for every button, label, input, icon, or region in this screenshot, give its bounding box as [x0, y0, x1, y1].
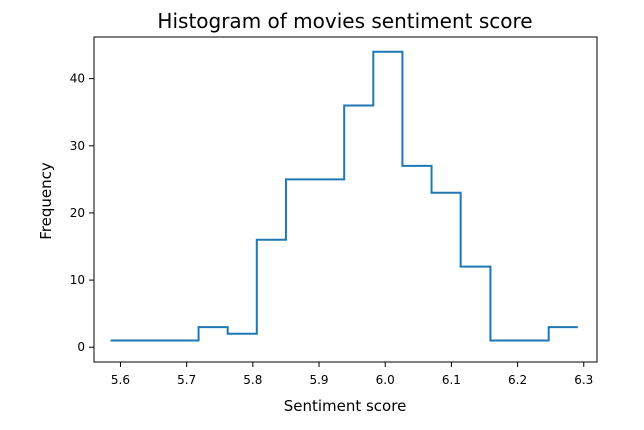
x-tick-label: 6.0	[376, 373, 395, 387]
y-tick-label: 10	[70, 273, 85, 287]
y-axis-label: Frequency	[37, 162, 55, 240]
x-tick-label: 5.7	[177, 373, 196, 387]
plot-area	[110, 50, 578, 342]
histogram-step-line	[110, 50, 578, 342]
x-axis: 5.6 5.7 5.8 5.9 6.0 6.1 6.2 6.3	[111, 362, 593, 387]
x-tick-label: 6.2	[508, 373, 527, 387]
y-tick-label: 20	[70, 206, 85, 220]
x-tick-label: 6.3	[574, 373, 593, 387]
chart-title: Histogram of movies sentiment score	[157, 9, 532, 33]
x-tick-label: 6.1	[442, 373, 461, 387]
x-tick-label: 5.9	[309, 373, 328, 387]
y-tick-label: 40	[70, 72, 85, 86]
x-tick-label: 5.6	[111, 373, 130, 387]
y-tick-label: 30	[70, 139, 85, 153]
y-axis: 0 10 20 30 40	[70, 72, 94, 354]
y-tick-label: 0	[77, 340, 85, 354]
x-tick-label: 5.8	[243, 373, 262, 387]
x-axis-label: Sentiment score	[284, 397, 407, 415]
plot-frame	[93, 36, 598, 363]
